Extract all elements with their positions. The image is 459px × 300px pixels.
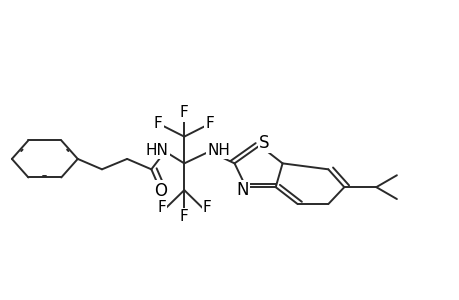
Text: S: S: [258, 134, 269, 152]
Text: F: F: [153, 116, 162, 131]
Text: F: F: [157, 200, 165, 215]
Text: F: F: [205, 116, 213, 131]
Text: NH: NH: [207, 142, 230, 158]
Text: O: O: [154, 182, 167, 200]
Text: F: F: [179, 105, 188, 120]
Text: F: F: [179, 209, 188, 224]
Text: F: F: [202, 200, 211, 215]
Text: N: N: [235, 181, 248, 199]
Text: HN: HN: [145, 142, 168, 158]
